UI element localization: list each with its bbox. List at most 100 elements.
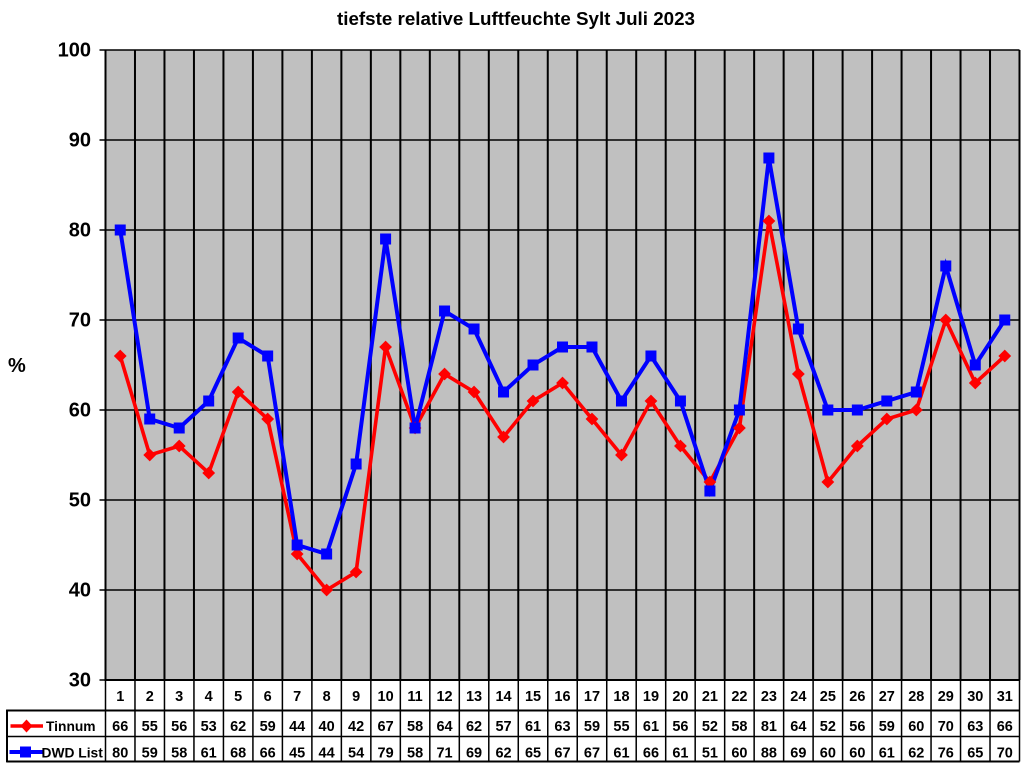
- svg-text:25: 25: [820, 689, 836, 705]
- svg-text:66: 66: [260, 746, 276, 762]
- svg-text:64: 64: [790, 719, 806, 735]
- svg-text:61: 61: [879, 746, 895, 762]
- svg-text:Tinnum: Tinnum: [46, 719, 96, 734]
- svg-text:9: 9: [352, 689, 360, 705]
- svg-text:62: 62: [466, 719, 482, 735]
- svg-text:55: 55: [142, 719, 158, 735]
- svg-text:59: 59: [142, 746, 158, 762]
- svg-text:%: %: [8, 355, 26, 377]
- svg-text:80: 80: [112, 746, 128, 762]
- svg-text:30: 30: [69, 670, 91, 692]
- svg-text:21: 21: [702, 689, 718, 705]
- svg-text:10: 10: [378, 689, 394, 705]
- svg-text:68: 68: [230, 746, 246, 762]
- svg-text:44: 44: [289, 719, 305, 735]
- svg-text:62: 62: [908, 746, 924, 762]
- svg-text:61: 61: [672, 746, 688, 762]
- svg-text:11: 11: [407, 689, 422, 705]
- svg-text:81: 81: [761, 719, 777, 735]
- svg-text:DWD List: DWD List: [42, 745, 104, 760]
- svg-text:71: 71: [436, 746, 452, 762]
- svg-text:45: 45: [289, 746, 305, 762]
- svg-text:70: 70: [938, 719, 954, 735]
- svg-text:90: 90: [69, 130, 91, 152]
- svg-text:65: 65: [525, 746, 541, 762]
- svg-text:42: 42: [348, 719, 364, 735]
- svg-text:79: 79: [378, 746, 394, 762]
- svg-text:61: 61: [201, 746, 217, 762]
- svg-text:63: 63: [554, 719, 570, 735]
- svg-text:61: 61: [525, 719, 541, 735]
- svg-text:tiefste relative Luftfeuchte S: tiefste relative Luftfeuchte Sylt Juli 2…: [337, 8, 695, 29]
- svg-text:67: 67: [554, 746, 570, 762]
- svg-text:31: 31: [997, 689, 1013, 705]
- svg-text:24: 24: [790, 689, 806, 705]
- svg-text:6: 6: [264, 689, 272, 705]
- svg-text:7: 7: [293, 689, 301, 705]
- svg-text:5: 5: [234, 689, 242, 705]
- svg-text:100: 100: [58, 40, 91, 62]
- svg-text:27: 27: [879, 689, 895, 705]
- svg-text:62: 62: [495, 746, 511, 762]
- svg-text:70: 70: [997, 746, 1013, 762]
- svg-text:56: 56: [672, 719, 688, 735]
- svg-text:58: 58: [171, 746, 187, 762]
- svg-text:13: 13: [466, 689, 482, 705]
- svg-text:80: 80: [69, 220, 91, 242]
- svg-text:2: 2: [146, 689, 154, 705]
- svg-text:50: 50: [69, 490, 91, 512]
- svg-text:56: 56: [171, 719, 187, 735]
- svg-text:58: 58: [731, 719, 747, 735]
- svg-text:70: 70: [69, 310, 91, 332]
- svg-text:60: 60: [908, 719, 924, 735]
- svg-text:28: 28: [908, 689, 924, 705]
- svg-text:66: 66: [112, 719, 128, 735]
- svg-text:60: 60: [820, 746, 836, 762]
- svg-text:53: 53: [201, 719, 217, 735]
- svg-text:16: 16: [554, 689, 570, 705]
- svg-text:17: 17: [584, 689, 600, 705]
- svg-text:58: 58: [407, 746, 423, 762]
- svg-text:60: 60: [69, 400, 91, 422]
- svg-text:19: 19: [643, 689, 659, 705]
- svg-text:51: 51: [702, 746, 718, 762]
- svg-text:44: 44: [319, 746, 335, 762]
- svg-text:61: 61: [613, 746, 629, 762]
- svg-text:8: 8: [323, 689, 331, 705]
- svg-text:67: 67: [584, 746, 600, 762]
- svg-text:64: 64: [436, 719, 452, 735]
- svg-text:40: 40: [319, 719, 335, 735]
- svg-text:63: 63: [967, 719, 983, 735]
- svg-text:61: 61: [643, 719, 659, 735]
- svg-text:60: 60: [731, 746, 747, 762]
- svg-text:29: 29: [938, 689, 954, 705]
- svg-text:22: 22: [731, 689, 747, 705]
- svg-text:55: 55: [613, 719, 629, 735]
- svg-text:66: 66: [643, 746, 659, 762]
- svg-text:59: 59: [879, 719, 895, 735]
- svg-text:66: 66: [997, 719, 1013, 735]
- svg-text:3: 3: [175, 689, 183, 705]
- svg-text:23: 23: [761, 689, 777, 705]
- svg-text:54: 54: [348, 746, 364, 762]
- svg-text:76: 76: [938, 746, 954, 762]
- svg-text:1: 1: [116, 689, 124, 705]
- svg-text:60: 60: [849, 746, 865, 762]
- svg-text:59: 59: [584, 719, 600, 735]
- svg-text:14: 14: [495, 689, 511, 705]
- svg-text:56: 56: [849, 719, 865, 735]
- svg-text:12: 12: [436, 689, 452, 705]
- svg-text:30: 30: [967, 689, 983, 705]
- svg-text:20: 20: [672, 689, 688, 705]
- svg-text:65: 65: [967, 746, 983, 762]
- svg-text:4: 4: [205, 689, 213, 705]
- svg-text:57: 57: [495, 719, 511, 735]
- svg-text:62: 62: [230, 719, 246, 735]
- svg-text:67: 67: [378, 719, 394, 735]
- svg-text:40: 40: [69, 580, 91, 602]
- svg-text:52: 52: [820, 719, 836, 735]
- svg-text:58: 58: [407, 719, 423, 735]
- svg-text:15: 15: [525, 689, 541, 705]
- svg-text:59: 59: [260, 719, 276, 735]
- svg-text:52: 52: [702, 719, 718, 735]
